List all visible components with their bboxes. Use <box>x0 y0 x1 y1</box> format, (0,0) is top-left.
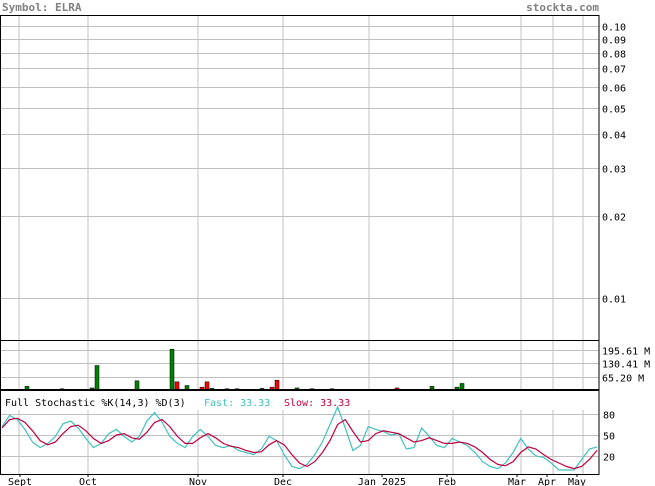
slow-label: Slow: 33.33 <box>284 398 350 409</box>
x-tick-label: Apr <box>538 477 556 486</box>
price-tick-label: 0.10 <box>602 23 626 34</box>
price-tick-label: 0.06 <box>602 84 626 95</box>
volume-bar <box>134 380 140 391</box>
volume-tick-label: 195.61 M <box>602 347 650 358</box>
x-tick-label: Jan 2025 <box>358 477 406 486</box>
x-tick-label: Dec <box>274 477 292 486</box>
x-tick-label: Mar <box>508 477 526 486</box>
site-label[interactable]: stockta.com <box>526 1 599 14</box>
x-tick-label: Oct <box>79 477 97 486</box>
price-frame <box>0 15 600 341</box>
volume-frame <box>0 340 600 391</box>
price-tick-label: 0.07 <box>602 65 626 76</box>
volume-bar <box>204 381 210 391</box>
x-tick-label: Nov <box>189 477 207 486</box>
stochastic-tick-label: 80 <box>603 411 615 422</box>
volume-tick-label: 130.41 M <box>602 360 650 371</box>
volume-bar <box>274 379 280 391</box>
price-tick-label: 0.01 <box>602 295 626 306</box>
fast-label: Fast: 33.33 <box>204 398 270 409</box>
price-panel: 0.10 0.09 0.08 0.07 0.06 0.05 0.04 0.03 0.02 0.01 <box>0 15 626 340</box>
x-tick-label: Sept <box>8 477 32 486</box>
x-tick-label: Feb <box>438 477 456 486</box>
panel-frames <box>0 15 600 475</box>
volume-tick-label: 65.20 M <box>602 374 644 385</box>
price-tick-label: 0.09 <box>602 36 626 47</box>
stochastic-tick-label: 20 <box>603 453 615 464</box>
fast-line <box>1 405 598 471</box>
price-tick-label: 0.05 <box>602 105 626 116</box>
x-tick-label: May <box>568 477 586 486</box>
symbol-label: Symbol: ELRA <box>2 1 82 14</box>
volume-bar <box>94 365 100 391</box>
stochastic-panel: Full Stochastic %K(14,3) %D(3) Fast: 33.… <box>0 398 615 474</box>
price-tick-label: 0.03 <box>602 165 626 176</box>
volume-panel: 195.61 M 130.41 M 65.20 M <box>0 340 650 391</box>
stochastic-frame <box>0 390 600 475</box>
slow-line <box>1 417 598 470</box>
price-tick-label: 0.08 <box>602 50 626 61</box>
stochastic-tick-label: 50 <box>603 432 615 443</box>
volume-bar <box>174 381 180 391</box>
stochastic-title: Full Stochastic %K(14,3) %D(3) <box>5 398 186 409</box>
volume-bar <box>169 348 175 391</box>
price-tick-label: 0.04 <box>602 131 626 142</box>
price-tick-label: 0.02 <box>602 213 626 224</box>
x-axis: Sept Oct Nov Dec Jan 2025 Feb Mar Apr May <box>8 474 586 486</box>
